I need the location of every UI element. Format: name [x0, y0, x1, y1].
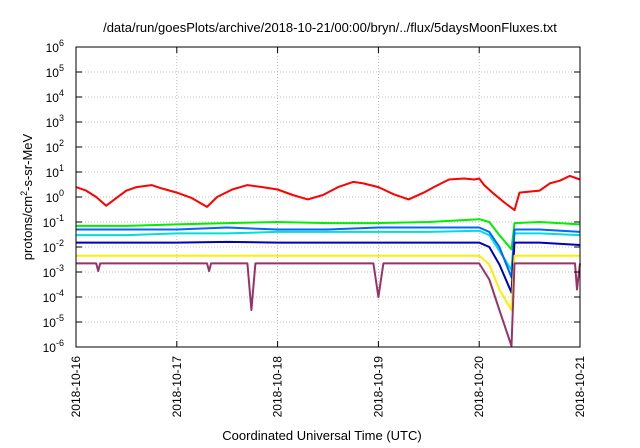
y-tick-label: 103 [46, 113, 64, 130]
y-tick-label: 10-5 [43, 313, 64, 330]
grid-lines [76, 47, 580, 347]
y-tick-label: 10-2 [43, 238, 64, 255]
y-tick-label: 10-3 [43, 263, 64, 280]
y-tick-label: 10-4 [43, 288, 64, 305]
x-axis-title: Coordinated Universal Time (UTC) [222, 428, 421, 443]
y-axis-title-base: protons/cm [20, 196, 35, 260]
y-tick-label: 10-6 [43, 338, 64, 355]
x-tick-label: 2018-10-21 [573, 356, 587, 418]
x-tick-label: 2018-10-19 [371, 356, 385, 418]
y-tick-label: 10-1 [43, 213, 64, 230]
x-tick-label: 2018-10-18 [271, 356, 285, 418]
x-tick-label: 2018-10-16 [69, 356, 83, 418]
y-tick-label: 104 [46, 88, 64, 105]
y-axis-title-sup: 2 [19, 191, 29, 196]
chart-title: /data/run/goesPlots/archive/2018-10-21/0… [103, 20, 557, 35]
series-line-0 [75, 174, 581, 212]
x-tick-label: 2018-10-20 [472, 356, 486, 418]
series-line-4 [76, 240, 581, 294]
y-tick-label: 101 [46, 163, 64, 180]
y-axis-title: protons/cm2-s-sr-MeV [19, 133, 35, 260]
y-tick-label: 106 [46, 38, 64, 55]
y-tick-label: 102 [46, 138, 64, 155]
axis-ticks [75, 46, 581, 348]
x-tick-label: 2018-10-17 [170, 356, 184, 418]
series-group [75, 174, 581, 347]
y-tick-labels: 10-6 10-5 10-4 10-3 10-2 10-1 100 101 102 103 104 1… [43, 38, 64, 355]
y-tick-label: 100 [46, 188, 64, 205]
series-line-6 [76, 262, 581, 347]
y-tick-label: 105 [46, 63, 64, 80]
y-axis-title-rest: -s-sr-MeV [20, 133, 35, 190]
x-tick-labels: 2018-10-16 2018-10-17 2018-10-18 2018-10-19… [69, 356, 587, 418]
